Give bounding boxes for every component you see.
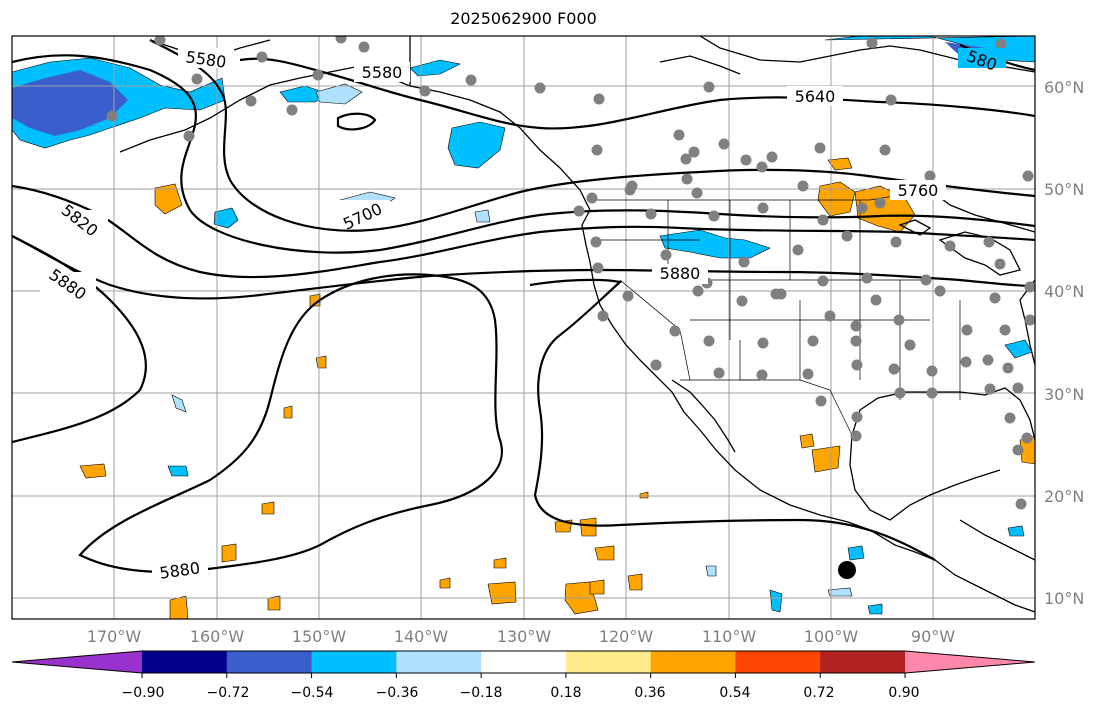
lat-label: 40°N	[1044, 282, 1084, 301]
contour-label: 5580	[362, 63, 403, 82]
colorbar-segment	[735, 651, 821, 673]
colorbar	[11, 650, 1036, 678]
marker-dot	[838, 561, 856, 579]
contour-label: 5760	[898, 181, 939, 200]
lon-label: 170°W	[87, 627, 142, 646]
colorbar-tick-label: −0.72	[207, 685, 250, 701]
lon-label: 150°W	[292, 627, 347, 646]
colorbar-tick-label: 0.36	[634, 685, 665, 701]
colorbar-segment	[396, 651, 482, 673]
colorbar-segment	[565, 651, 652, 673]
colorbar-segment	[650, 651, 736, 673]
colorbar-ticks: −0.90 −0.72 −0.54 −0.36 −0.18 0.18 0.36 …	[122, 685, 920, 701]
contour-label: 5640	[795, 87, 836, 106]
station-dots	[106, 36, 1035, 510]
state-borders	[590, 189, 961, 436]
colorbar-tick-label: −0.18	[460, 685, 503, 701]
lon-label: 160°W	[190, 627, 245, 646]
height-contours	[12, 39, 1035, 573]
colorbar-tick-label: 0.18	[550, 685, 581, 701]
lat-label: 30°N	[1044, 385, 1084, 404]
lon-label: 130°W	[497, 627, 552, 646]
colorbar-segment	[226, 651, 313, 673]
colorbar-segment	[311, 651, 397, 673]
lon-label: 120°W	[599, 627, 654, 646]
colorbar-tick-label: 0.54	[719, 685, 750, 701]
map-frame	[11, 35, 1036, 620]
map-title: 2025062900 F000	[450, 9, 597, 28]
lat-label: 10°N	[1044, 589, 1084, 608]
colorbar-tick-label: 0.90	[888, 685, 919, 701]
lon-label: 100°W	[804, 627, 859, 646]
colorbar-tick-label: −0.36	[376, 685, 419, 701]
lon-label: 110°W	[702, 627, 757, 646]
lat-label: 20°N	[1044, 487, 1084, 506]
lat-label: 50°N	[1044, 180, 1084, 199]
colorbar-tick-label: 0.72	[803, 685, 834, 701]
colorbar-tick-label: −0.54	[291, 685, 334, 701]
contour-label: 5880	[660, 264, 701, 283]
lat-label: 60°N	[1044, 78, 1084, 97]
colorbar-extend-high	[905, 651, 1035, 673]
longitude-labels: 170°W 160°W 150°W 140°W 130°W 120°W 110°…	[87, 627, 955, 646]
colorbar-extend-low	[12, 651, 142, 673]
colorbar-segment	[481, 651, 567, 673]
latitude-labels: 60°N 50°N 40°N 30°N 20°N 10°N	[1044, 78, 1084, 608]
colorbar-segment	[142, 651, 228, 673]
colorbar-segment	[820, 651, 906, 673]
colorbar-tick-label: −0.90	[122, 685, 165, 701]
lon-label: 90°W	[911, 627, 955, 646]
lon-label: 140°W	[394, 627, 449, 646]
